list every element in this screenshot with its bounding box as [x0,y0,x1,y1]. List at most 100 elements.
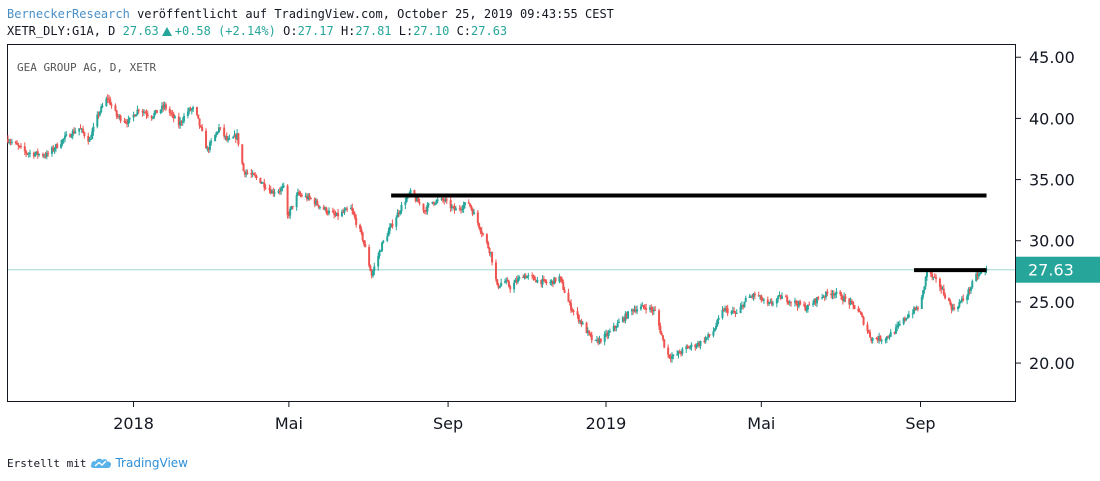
candle-body [308,195,311,199]
candle-body [621,317,624,322]
candle-body [192,107,195,110]
candle-body [151,116,154,119]
candle-body [379,250,382,252]
candle-body [318,206,321,208]
candle-body [110,104,113,106]
candle-body [14,141,17,144]
candle-body [73,130,76,134]
candle-body [686,346,689,348]
created-with-label: Erstellt mit [7,456,87,470]
candle-body [137,109,140,111]
candle-body [32,152,35,157]
candle-body [83,132,86,137]
candle-body [236,133,239,139]
candle-body [967,289,970,297]
tradingview-brand: TradingView [115,456,188,470]
candle-body [53,148,56,151]
candle-body [205,130,208,149]
candle-body [659,325,662,333]
candle-body [911,313,914,315]
candle-body [570,303,573,311]
candle-body [654,309,657,311]
candle-body [471,209,474,215]
candle-body [748,296,751,298]
candle-body [10,141,13,143]
candle-body [405,197,408,202]
candle-body [806,304,809,310]
candle-body [915,307,918,310]
x-tick-label: 2019 [586,414,627,433]
candle-body [154,109,157,114]
resistance-lines[interactable] [391,193,987,273]
candle-body [913,307,916,314]
candle-body [390,223,393,228]
candle-body [54,144,57,149]
candle-body [595,339,598,341]
candle-body [300,194,303,197]
y-tick-label: 20.00 [1029,354,1075,373]
y-tick-label: 45.00 [1029,48,1075,67]
candle-body [916,307,919,309]
candle-body [778,295,781,297]
candle-body [500,282,503,287]
candle-body [250,173,253,175]
candle-body [822,296,825,298]
candle-body [779,295,782,299]
candle-body [289,208,292,216]
candle-body [814,298,817,304]
candle-body [183,116,186,122]
candle-body [38,154,41,156]
candle-body [840,294,843,300]
y-axis[interactable]: 45.00 40.00 35.00 30.00 25.00 20.00 [1015,48,1075,373]
candle-body [586,330,589,334]
candle-body [805,309,808,311]
x-axis[interactable]: 2018 Mai Sep 2019 Mai Sep [113,401,936,433]
candle-body [243,171,246,175]
candle-body [958,302,961,307]
candle-body [391,223,394,227]
y-tick-label: 35.00 [1029,171,1075,190]
author-link[interactable]: BerneckerResearch [7,7,130,21]
candle-body [476,212,479,224]
candle-body [866,324,869,331]
candle-body [210,141,213,143]
candle-body [378,251,381,257]
candle-body [432,201,435,204]
candle-body [975,273,978,282]
candle-body [444,199,447,201]
candle-body [264,187,267,189]
candle-body [150,115,153,119]
candle-body [768,302,771,304]
candle-body [577,315,580,322]
candle-body [397,212,400,214]
candle-body [623,317,626,321]
candle-body [703,340,706,342]
candle-body [889,332,892,337]
candle-body [857,308,860,312]
candle-body [259,177,262,184]
candle-body [164,104,167,109]
candle-body [315,200,318,205]
candle-body [509,286,512,290]
candle-body [971,281,974,288]
tradingview-logo[interactable]: TradingView [90,456,188,470]
price-chart[interactable]: GEA GROUP AG, D, XETR 45.00 40.00 35.00 30.… [0,0,1100,450]
candle-body [597,339,600,344]
candle-body [450,206,453,209]
candle-body [730,311,733,314]
x-tick-label: Mai [747,414,775,433]
candle-body [123,120,126,122]
candle-body [515,280,518,283]
candle-body [757,295,760,297]
candle-body [255,176,258,178]
candle-body [461,209,464,211]
candle-body [343,210,346,213]
candle-body [696,342,699,346]
candle-body [298,192,301,195]
candle-body [724,308,727,311]
candle-body [551,280,554,285]
candle-body [670,356,673,359]
candle-body [935,277,938,279]
candle-body [721,309,724,318]
candle-body [145,112,148,115]
